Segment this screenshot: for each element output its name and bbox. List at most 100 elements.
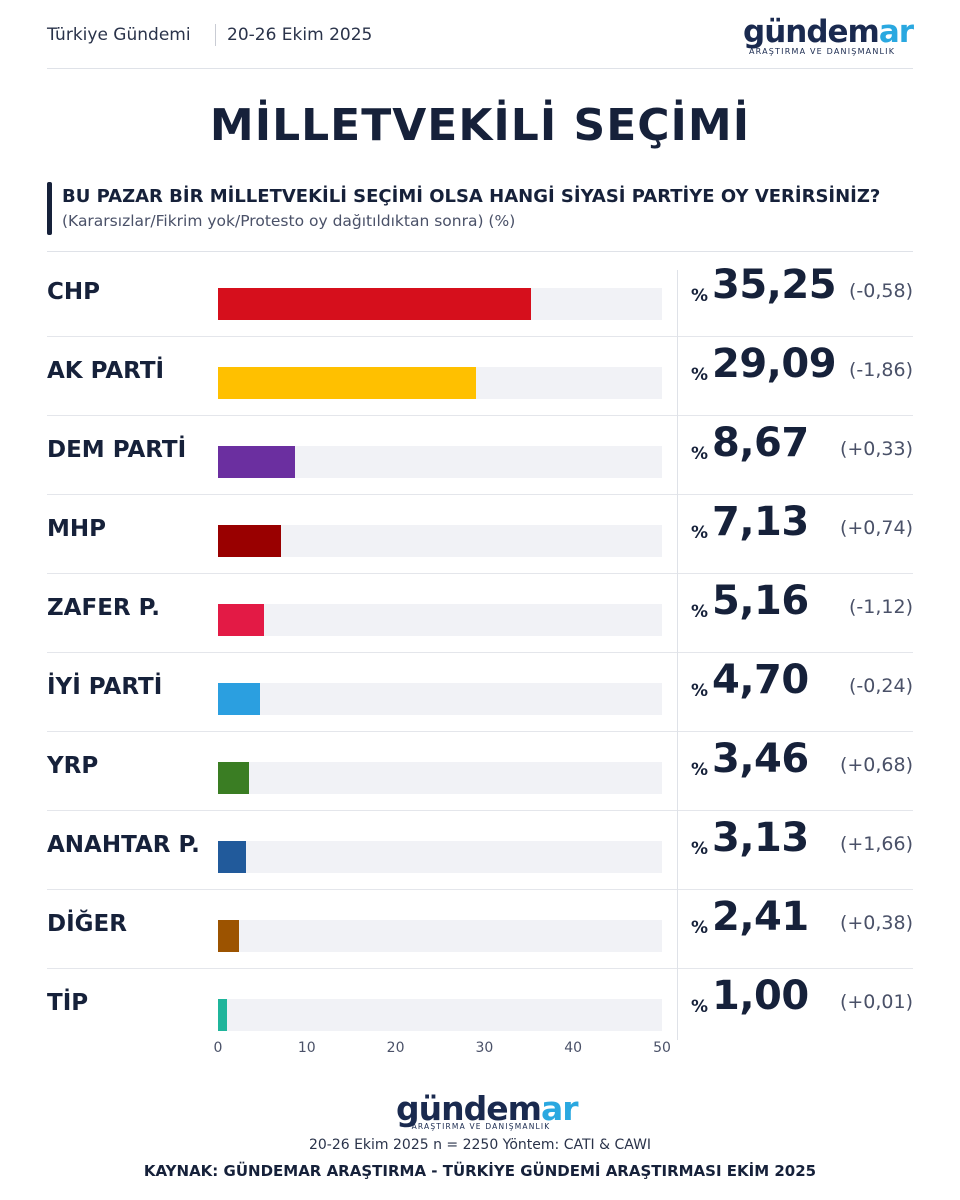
row-divider	[47, 810, 913, 811]
page-title: MİLLETVEKİLİ SEÇİMİ	[209, 100, 751, 151]
chart-row: MHP% 7,13 (+0,74)	[47, 495, 913, 574]
party-label: ZAFER P.	[47, 595, 160, 621]
bar-track	[218, 525, 662, 557]
change-label: (-0,24)	[849, 675, 913, 697]
x-tick-label: 50	[653, 1040, 671, 1056]
party-label: TİP	[47, 990, 89, 1016]
top-bar: Türkiye Gündemi 20-26 Ekim 2025 gündemar…	[47, 14, 914, 56]
row-divider	[47, 573, 913, 574]
change-label: (-1,86)	[849, 359, 913, 381]
value-label: 5,16	[712, 578, 809, 624]
section-label: Türkiye Gündemi	[47, 25, 191, 45]
chart-row: İYİ PARTİ% 4,70 (-0,24)	[47, 653, 913, 732]
header-separator	[215, 24, 216, 46]
question-divider	[47, 251, 913, 252]
bar	[218, 367, 477, 399]
question-accent-bar	[47, 182, 52, 235]
change-label: (+0,38)	[839, 912, 913, 934]
logo-wordmark: gündem	[743, 14, 880, 50]
percent-sign: %	[691, 523, 709, 543]
survey-meta: 20-26 Ekim 2025 n = 2250 Yöntem: CATI & …	[308, 1137, 652, 1153]
party-label: CHP	[47, 279, 100, 305]
party-label: İYİ PARTİ	[47, 674, 163, 700]
row-divider	[47, 652, 913, 653]
chart-row: DEM PARTİ% 8,67 (+0,33)	[47, 416, 913, 495]
value-label: 2,41	[712, 894, 809, 940]
header-divider	[47, 68, 913, 69]
bar-track	[218, 288, 662, 320]
x-axis: 0 10 20 30 40 50	[214, 1040, 671, 1060]
change-label: (-0,58)	[849, 280, 913, 302]
chart-row: ANAHTAR P.% 3,13 (+1,66)	[47, 811, 913, 890]
row-divider	[47, 889, 913, 890]
party-label: AK PARTİ	[47, 358, 165, 384]
chart-row: DİĞER% 2,41 (+0,38)	[47, 890, 913, 969]
bar-track	[218, 841, 662, 873]
change-label: (+1,66)	[839, 833, 913, 855]
bar	[218, 841, 246, 873]
party-label: DEM PARTİ	[47, 437, 187, 463]
bar-track	[218, 367, 662, 399]
value-label: 3,46	[712, 736, 809, 782]
footer-logo: gündemar ARAŞTIRMA VE DANIŞMANLIK	[396, 1092, 579, 1132]
row-divider	[47, 336, 913, 337]
bar	[218, 288, 532, 320]
change-label: (+0,74)	[839, 517, 913, 539]
value-label: 1,00	[712, 973, 809, 1019]
row-divider	[47, 731, 913, 732]
value-label: 7,13	[712, 499, 809, 545]
row-divider	[47, 968, 913, 969]
bar	[218, 604, 264, 636]
footer-logo-wordmark-accent: ar	[541, 1089, 579, 1128]
date-range: 20-26 Ekim 2025	[227, 25, 373, 45]
bar-track	[218, 604, 662, 636]
percent-sign: %	[691, 997, 709, 1017]
bar-track	[218, 999, 662, 1031]
percent-sign: %	[691, 839, 709, 859]
bar	[218, 446, 295, 478]
percent-sign: %	[691, 365, 709, 385]
change-label: (-1,12)	[849, 596, 913, 618]
value-label: 29,09	[712, 341, 837, 387]
logo-wordmark-accent: ar	[878, 14, 914, 50]
party-label: DİĞER	[47, 911, 127, 937]
party-label: MHP	[47, 516, 106, 542]
row-divider	[47, 494, 913, 495]
x-tick-label: 40	[564, 1040, 583, 1056]
value-label: 35,25	[712, 262, 837, 308]
source-note: KAYNAK: GÜNDEMAR ARAŞTIRMA - TÜRKİYE GÜN…	[143, 1162, 817, 1180]
footer-logo-subtitle: ARAŞTIRMA VE DANIŞMANLIK	[411, 1122, 551, 1131]
survey-question: BU PAZAR BİR MİLLETVEKİLİ SEÇİMİ OLSA HA…	[62, 186, 881, 207]
survey-note: (Kararsızlar/Fikrim yok/Protesto oy dağı…	[62, 212, 516, 230]
percent-sign: %	[691, 918, 709, 938]
party-label: YRP	[47, 753, 99, 779]
x-tick-label: 10	[297, 1040, 316, 1056]
change-label: (+0,01)	[839, 991, 913, 1013]
value-label: 3,13	[712, 815, 809, 861]
logo-subtitle: ARAŞTIRMA VE DANIŞMANLIK	[749, 47, 896, 56]
x-tick-label: 30	[475, 1040, 494, 1056]
chart-row: TİP% 1,00 (+0,01)	[47, 969, 913, 1048]
percent-sign: %	[691, 444, 709, 464]
chart-row: YRP% 3,46 (+0,68)	[47, 732, 913, 811]
bar-track	[218, 762, 662, 794]
bar	[218, 999, 227, 1031]
percent-sign: %	[691, 286, 709, 306]
chart-row: AK PARTİ% 29,09 (-1,86)	[47, 337, 913, 416]
bar	[218, 683, 260, 715]
chart-row: CHP% 35,25 (-0,58)	[47, 258, 913, 337]
brand-logo: gündemar ARAŞTIRMA VE DANIŞMANLIK	[743, 14, 914, 64]
percent-sign: %	[691, 602, 709, 622]
x-tick-label: 20	[386, 1040, 405, 1056]
change-label: (+0,68)	[839, 754, 913, 776]
value-label: 8,67	[712, 420, 809, 466]
bar-track	[218, 446, 662, 478]
row-divider	[47, 415, 913, 416]
percent-sign: %	[691, 760, 709, 780]
change-label: (+0,33)	[839, 438, 913, 460]
chart-row: ZAFER P.% 5,16 (-1,12)	[47, 574, 913, 653]
bar	[218, 762, 249, 794]
bar	[218, 525, 282, 557]
value-label: 4,70	[712, 657, 809, 703]
percent-sign: %	[691, 681, 709, 701]
